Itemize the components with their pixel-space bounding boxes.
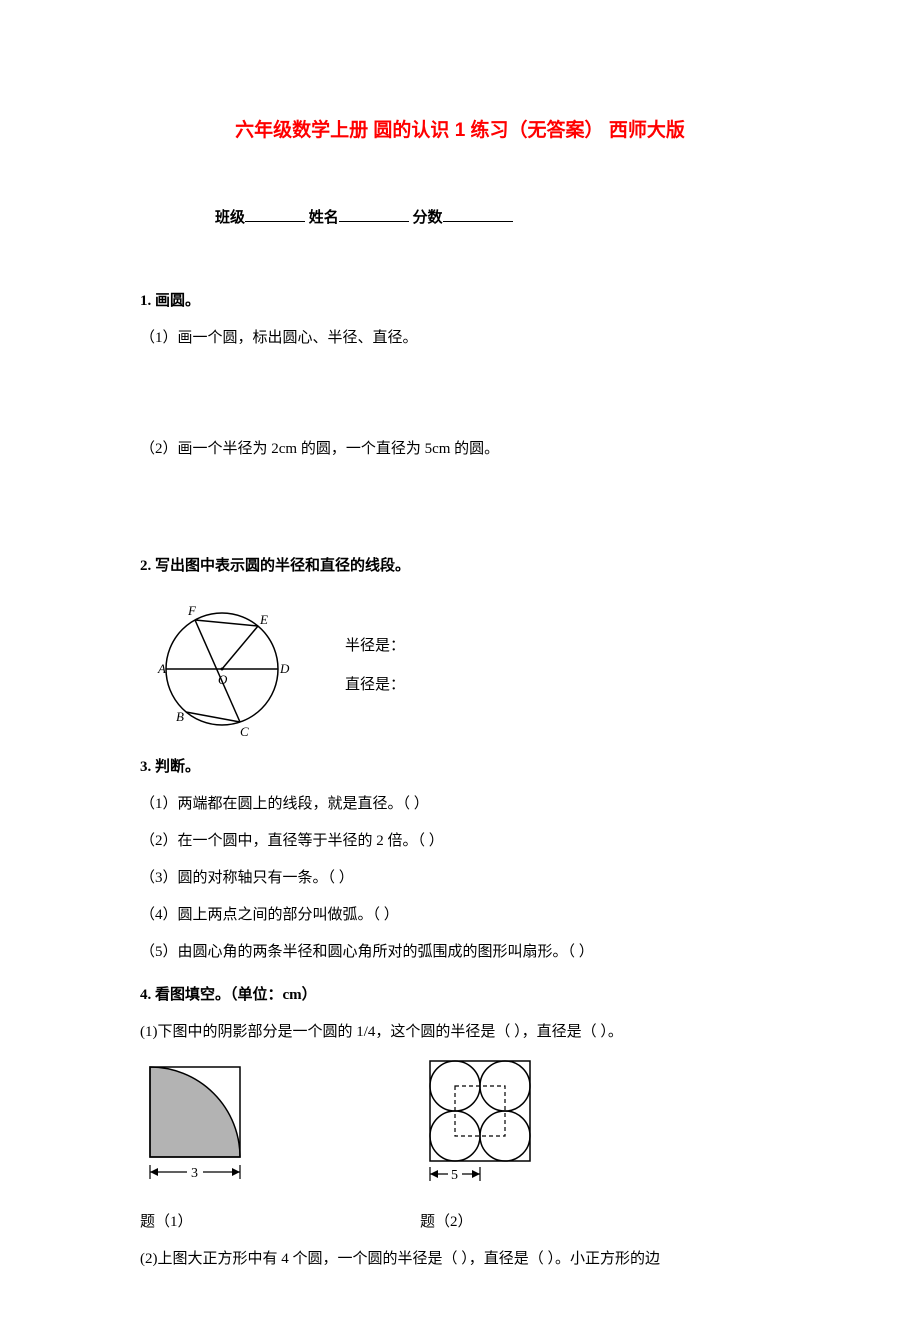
svg-text:D: D [279,661,290,676]
q4-cap2: 题（2） [420,1206,560,1239]
q4-fig1-col: 3 题（1） [140,1057,260,1239]
q2-circle-diagram: A D F E B C O [140,591,305,741]
q3-head: 3. 判断。 [140,751,780,784]
student-info-line: 班级 姓名 分数 [215,202,780,235]
svg-text:F: F [187,603,197,618]
q3-2: （2）在一个圆中，直径等于半径的 2 倍。（ ） [140,825,780,858]
q4-fig2: 5 [420,1057,560,1187]
class-blank [245,206,305,222]
q3-3: （3）圆的对称轴只有一条。（ ） [140,862,780,895]
diameter-label: 直径是： [345,666,405,705]
radius-label: 半径是： [345,627,405,666]
spacer [140,470,780,540]
svg-text:5: 5 [451,1168,458,1183]
q2-head: 2. 写出图中表示圆的半径和直径的线段。 [140,550,780,583]
q1-2: （2）画一个半径为 2cm 的圆，一个直径为 5cm 的圆。 [140,433,780,466]
q4-cap1: 题（1） [140,1206,260,1239]
q3-1: （1）两端都在圆上的线段，就是直径。（ ） [140,788,780,821]
q4-head: 4. 看图填空。（单位：cm） [140,979,780,1012]
q4-fig2-col: 5 题（2） [420,1057,560,1239]
svg-text:E: E [259,612,268,627]
page: 六年级数学上册 圆的认识 1 练习（无答案） 西师大版 班级 姓名 分数 1. … [0,0,920,1340]
q4-1: (1)下图中的阴影部分是一个圆的 1/4，这个圆的半径是（ ），直径是（ ）。 [140,1016,780,1049]
svg-text:3: 3 [191,1166,198,1181]
q4-fig1: 3 [140,1057,260,1187]
svg-text:A: A [157,661,166,676]
name-label: 姓名 [309,210,339,226]
q4-2: (2)上图大正方形中有 4 个圆，一个圆的半径是（ ），直径是（ ）。小正方形的… [140,1243,780,1276]
q3-4: （4）圆上两点之间的部分叫做弧。（ ） [140,899,780,932]
score-label: 分数 [413,210,443,226]
class-label: 班级 [215,210,245,226]
q3-5: （5）由圆心角的两条半径和圆心角所对的弧围成的图形叫扇形。（ ） [140,936,780,969]
spacer [140,359,780,429]
name-blank [339,206,409,222]
doc-title: 六年级数学上册 圆的认识 1 练习（无答案） 西师大版 [140,110,780,152]
svg-text:B: B [176,709,184,724]
q4-figures: 3 题（1） 5 题（2） [140,1057,780,1239]
q2-figure-row: A D F E B C O 半径是： 直径是： [140,591,780,741]
svg-text:C: C [240,724,249,739]
score-blank [443,206,513,222]
q2-labels: 半径是： 直径是： [345,627,405,705]
svg-text:O: O [218,672,228,687]
q1-1: （1）画一个圆，标出圆心、半径、直径。 [140,322,780,355]
q1-head: 1. 画圆。 [140,285,780,318]
